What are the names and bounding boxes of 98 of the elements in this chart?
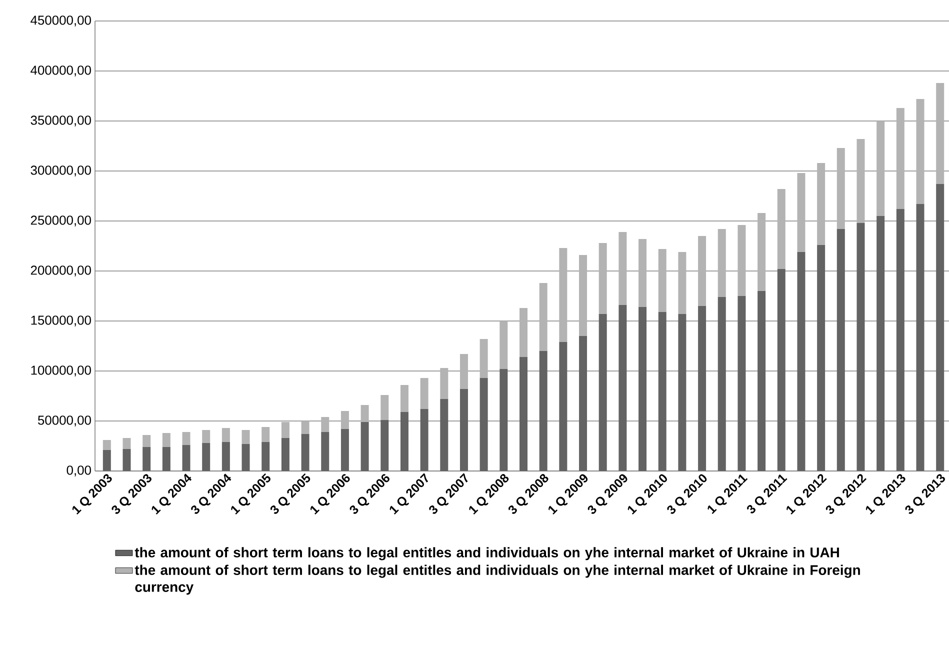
y-tick-label: 350000,00 — [30, 116, 91, 126]
bar — [380, 394, 389, 420]
y-tick-label: 0,00 — [66, 466, 91, 476]
bar — [400, 412, 408, 471]
bar — [896, 108, 904, 209]
bar — [142, 434, 151, 447]
bar — [480, 378, 488, 471]
bar — [222, 442, 230, 471]
bar — [500, 320, 508, 369]
bar — [500, 368, 508, 471]
y-tick-label: 150000,00 — [31, 316, 91, 326]
bar — [896, 208, 904, 471]
bar — [380, 420, 389, 471]
bar — [519, 356, 528, 471]
bar — [658, 248, 666, 312]
bar — [758, 290, 766, 471]
bar — [598, 314, 607, 471]
bar — [142, 446, 151, 471]
bar — [202, 430, 210, 443]
bar — [559, 342, 568, 471]
legend-label: the amount of short term loans to legal entitles and individuals on yhe internal market of Ukraine in UAH — [134, 547, 839, 560]
bar — [321, 416, 330, 432]
bar — [916, 204, 924, 471]
bar — [202, 442, 210, 471]
bar — [301, 434, 310, 471]
bar — [559, 248, 568, 342]
bar — [360, 404, 369, 422]
bar — [698, 306, 706, 471]
bar — [738, 296, 746, 471]
bar — [876, 120, 885, 216]
bar — [817, 162, 826, 245]
bar — [738, 224, 746, 296]
bar — [480, 338, 488, 378]
bar — [797, 252, 806, 471]
bar — [262, 426, 270, 442]
bar — [460, 388, 468, 471]
bar — [618, 232, 627, 305]
bar — [242, 430, 250, 444]
bar — [102, 450, 111, 471]
bar — [718, 296, 726, 471]
bar — [618, 304, 627, 471]
y-tick-label: 400000,00 — [30, 66, 91, 76]
bar — [182, 444, 190, 471]
bar — [936, 184, 944, 471]
bar — [460, 354, 468, 389]
bar — [519, 308, 528, 357]
bar — [539, 282, 548, 351]
y-tick-label: 300000,00 — [30, 166, 91, 176]
bar — [836, 148, 845, 229]
bar — [539, 350, 548, 471]
bar — [321, 432, 330, 471]
bar — [698, 236, 706, 306]
y-tick-label: 250000,00 — [30, 216, 91, 226]
bar — [876, 216, 885, 471]
bar — [360, 422, 369, 471]
y-tick-label: 200000,00 — [30, 266, 91, 276]
bar — [222, 428, 230, 442]
bar — [678, 314, 686, 471]
bar — [658, 312, 666, 471]
bar — [122, 448, 131, 471]
bar — [856, 138, 865, 223]
bar — [420, 378, 428, 409]
bar — [162, 432, 170, 447]
bar — [122, 438, 131, 449]
bar — [718, 228, 726, 297]
bar — [400, 384, 408, 412]
bar — [758, 212, 766, 291]
bar — [182, 432, 190, 445]
y-tick-label: 450000,00 — [30, 16, 91, 26]
bar — [340, 428, 349, 471]
bar — [440, 398, 448, 471]
bar — [102, 440, 111, 450]
bar — [162, 446, 170, 471]
bar — [598, 242, 607, 314]
legend-label: the amount of short term loans to legal entitles and individuals on yhe internal market of Ukraine in Foreign currency — [134, 564, 860, 595]
bar — [638, 306, 647, 471]
y-tick-label: 50000,00 — [38, 416, 91, 426]
bar — [777, 188, 786, 269]
bar — [817, 244, 826, 471]
bar — [281, 438, 290, 471]
bar — [579, 336, 588, 471]
bar — [638, 238, 647, 307]
bar — [281, 422, 290, 438]
bar — [301, 420, 310, 434]
bar — [836, 228, 845, 471]
bar — [420, 408, 428, 471]
bar — [936, 82, 944, 184]
bar — [856, 222, 865, 471]
bar — [777, 268, 786, 471]
bar — [262, 442, 270, 471]
y-tick-label: 100000,00 — [31, 366, 91, 376]
bar — [678, 252, 686, 314]
bar — [340, 410, 349, 429]
bar — [916, 98, 924, 204]
bar — [797, 172, 806, 252]
bar — [579, 254, 588, 336]
bar — [242, 444, 250, 471]
bar — [440, 368, 448, 399]
